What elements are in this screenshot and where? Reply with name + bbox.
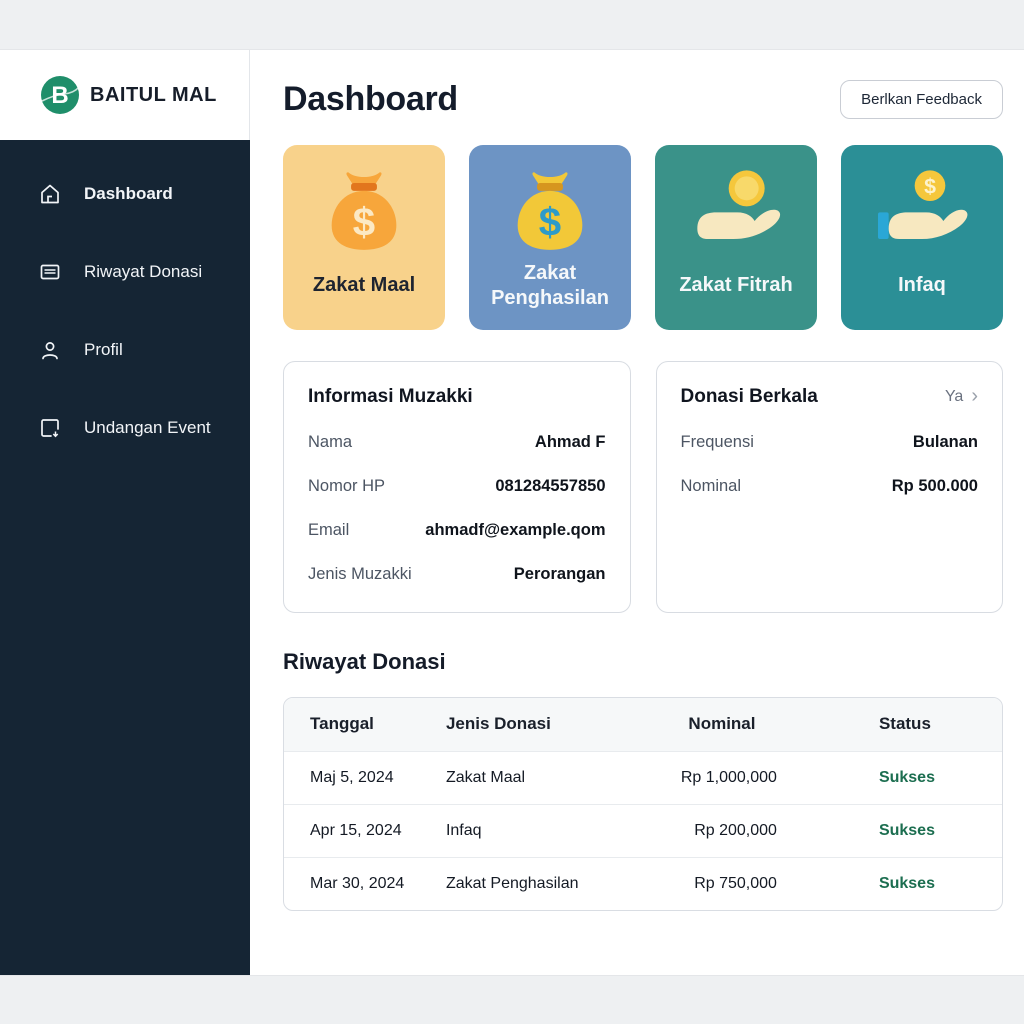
cell-nominal: Rp 1,000,000 [642, 750, 801, 804]
zakat-card-row: $ Zakat Maal $ Zakat Penghasilan [283, 145, 1003, 330]
cell-tanggal: Maj 5, 2024 [284, 750, 442, 804]
cell-jenis: Zakat Penghasilan [441, 856, 643, 910]
status-badge: Sukses [800, 803, 1002, 857]
zakat-card-label: Zakat Maal [312, 274, 416, 296]
status-badge: Sukses [800, 750, 1002, 804]
svg-text:B: B [51, 82, 68, 109]
table-row: Apr 15, 2024 Infaq Rp 200,000 Sukses [284, 803, 1002, 857]
column-header-status: Status [878, 714, 931, 734]
muzakki-row-email: Email ahmadf@example.qom [308, 521, 606, 540]
hand-coin-dollar-icon: $ [878, 170, 968, 239]
sidebar-nav: Dashboard Riwayat Donasi Profil [0, 140, 250, 975]
brand-header: B BAITUL MAL [0, 50, 250, 140]
cell-tanggal: Apr 15, 2024 [284, 803, 442, 857]
berkala-toggle-link[interactable]: Ya › [944, 385, 978, 407]
sidebar-item-undangan-event[interactable]: Undangan Event [0, 402, 250, 454]
cell-tanggal: Mar 30, 2024 [284, 856, 442, 910]
main-content: Dashboard Berlkan Feedback $ Zakat Maal [250, 50, 1024, 975]
card-zakat-penghasilan[interactable]: $ Zakat Penghasilan [469, 145, 631, 330]
zakat-card-label: Infaq [898, 274, 946, 296]
sidebar-item-dashboard[interactable]: Dashboard [0, 168, 250, 220]
field-label: Nominal [680, 477, 742, 495]
bottom-letterbox-band [0, 975, 1024, 1024]
sidebar-item-label: Dashboard [84, 184, 173, 203]
chevron-right-icon: › [971, 385, 978, 407]
field-label: Frequensi [680, 433, 754, 451]
field-value: 081284557850 [495, 477, 606, 495]
field-value: Perorangan [513, 565, 606, 583]
field-value: ahmadf@example.qom [425, 521, 606, 539]
zakat-card-label: Zakat Fitrah [679, 274, 793, 296]
informasi-muzakki-card: Informasi Muzakki Nama Ahmad F Nomor HP … [283, 361, 631, 613]
table-header-row: Tanggal Jenis Donasi Nominal Status [284, 698, 1002, 751]
svg-text:$: $ [353, 199, 375, 244]
cell-jenis: Zakat Maal [441, 750, 643, 804]
card-zakat-maal[interactable]: $ Zakat Maal [283, 145, 445, 330]
sidebar-item-profil[interactable]: Profil [0, 324, 250, 376]
sidebar-item-label: Profil [84, 340, 123, 359]
column-header-jenis: Jenis Donasi [445, 714, 551, 734]
berkala-row-frequensi: Frequensi Bulanan [681, 433, 979, 452]
sidebar-item-riwayat-donasi[interactable]: Riwayat Donasi [0, 246, 250, 298]
card-infaq[interactable]: $ Infaq [841, 145, 1003, 330]
muzakki-row-jenis: Jenis Muzakki Perorangan [308, 565, 606, 584]
riwayat-table: Tanggal Jenis Donasi Nominal Status Maj … [283, 697, 1003, 911]
field-label: Jenis Muzakki [308, 565, 412, 583]
page-title: Dashboard [283, 80, 458, 118]
column-header-tanggal: Tanggal [310, 714, 374, 734]
berkala-row-nominal: Nominal Rp 500.000 [681, 477, 979, 496]
cell-jenis: Infaq [441, 803, 643, 857]
muzakki-card-title: Informasi Muzakki [308, 386, 473, 407]
home-icon [41, 184, 59, 204]
field-value: Bulanan [912, 433, 978, 451]
money-bag-icon: $ [331, 172, 397, 250]
info-card-row: Informasi Muzakki Nama Ahmad F Nomor HP … [283, 361, 1003, 613]
cell-nominal: Rp 750,000 [642, 856, 801, 910]
svg-text:$: $ [924, 175, 936, 199]
field-label: Nama [308, 433, 353, 451]
sidebar-item-label: Undangan Event [84, 418, 211, 437]
event-invite-icon [41, 419, 59, 438]
berkala-toggle-value: Ya [944, 388, 964, 405]
table-row: Maj 5, 2024 Zakat Maal Rp 1,000,000 Suks… [284, 750, 1002, 804]
cell-nominal: Rp 200,000 [642, 803, 801, 857]
sidebar: B BAITUL MAL Dashboard Riwayat Donasi [0, 50, 250, 975]
feedback-button[interactable]: Berlkan Feedback [840, 80, 1003, 119]
field-value: Rp 500.000 [891, 477, 978, 495]
column-header-nominal: Nominal [688, 714, 756, 734]
muzakki-row-nomor-hp: Nomor HP 081284557850 [308, 477, 606, 496]
berkala-card-title: Donasi Berkala [680, 386, 818, 407]
app-window: B BAITUL MAL Dashboard Riwayat Donasi [0, 50, 1024, 975]
svg-text:$: $ [539, 199, 561, 244]
field-label: Nomor HP [308, 477, 386, 495]
muzakki-row-nama: Nama Ahmad F [308, 433, 606, 452]
riwayat-section-title: Riwayat Donasi [283, 649, 446, 674]
user-icon [42, 342, 58, 360]
money-bag-icon: $ [517, 172, 583, 250]
donasi-berkala-card: Donasi Berkala Ya › Frequensi Bulanan No… [655, 361, 1003, 613]
status-badge: Sukses [800, 856, 1002, 910]
card-zakat-fitrah[interactable]: Zakat Fitrah [655, 145, 817, 330]
list-icon [40, 264, 60, 280]
field-value: Ahmad F [534, 433, 606, 451]
page-header: Dashboard Berlkan Feedback [283, 80, 1003, 119]
zakat-card-label: Zakat Penghasilan [491, 261, 609, 309]
baitul-mal-logo-icon: B [41, 76, 80, 114]
field-label: Email [308, 521, 350, 539]
brand-name: BAITUL MAL [90, 83, 217, 106]
table-row: Mar 30, 2024 Zakat Penghasilan Rp 750,00… [284, 856, 1002, 910]
sidebar-item-label: Riwayat Donasi [84, 262, 203, 281]
top-letterbox-band [0, 0, 1024, 50]
hand-coin-icon [697, 170, 781, 239]
